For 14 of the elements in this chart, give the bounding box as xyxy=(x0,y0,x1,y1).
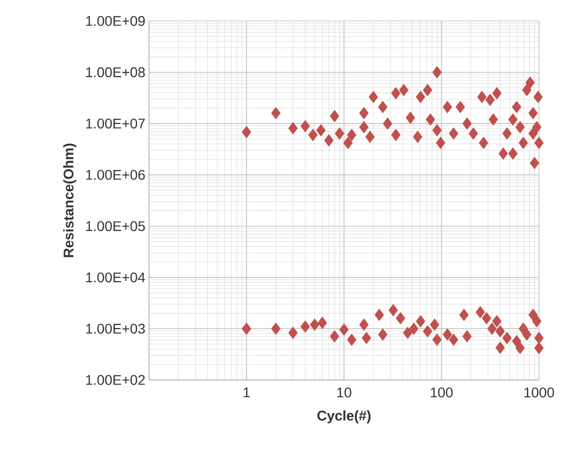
y-axis-title: Resistance(Ohm) xyxy=(63,144,76,258)
x-axis-title: Cycle(#) xyxy=(317,410,371,424)
x-tick-label: 1000 xyxy=(524,388,554,398)
y-tick-label: 1.00E+09 xyxy=(86,16,145,26)
y-tick-label: 1.00E+05 xyxy=(86,221,145,232)
y-tick-label: 1.00E+04 xyxy=(86,272,146,282)
y-tick-label: 1.00E+02 xyxy=(86,375,145,385)
x-tick-label: 100 xyxy=(430,388,453,398)
y-tick-label: 1.00E+03 xyxy=(86,324,145,334)
x-tick-label: 1 xyxy=(244,388,250,398)
x-tick-label: 10 xyxy=(337,388,352,398)
y-tick-label: 1.00E+08 xyxy=(86,67,145,78)
y-tick-label: 1.00E+07 xyxy=(86,118,145,129)
y-tick-label: 1.00E+06 xyxy=(86,170,145,180)
